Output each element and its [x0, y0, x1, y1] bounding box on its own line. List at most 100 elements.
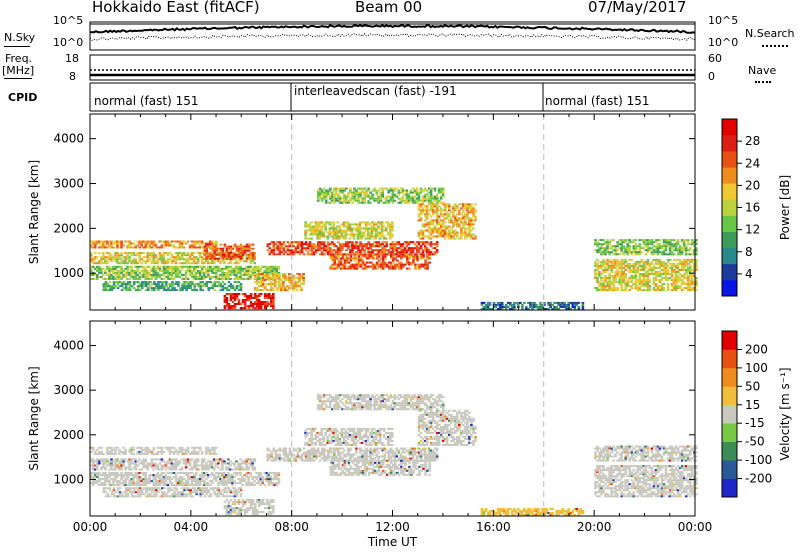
power-cell — [682, 273, 686, 275]
velocity-cell — [120, 468, 123, 471]
power-cell — [626, 245, 629, 248]
power-cell — [368, 231, 372, 234]
power-cell — [389, 235, 392, 238]
power-cell — [341, 267, 345, 270]
power-cell — [454, 207, 457, 210]
power-cell — [217, 253, 221, 256]
power-cell — [666, 243, 670, 246]
power-cell — [140, 240, 143, 243]
power-cell — [614, 281, 617, 284]
power-cell — [339, 243, 342, 246]
power-cell — [378, 231, 382, 234]
velocity-cell — [184, 450, 188, 453]
power-cell — [377, 255, 381, 258]
power-cell — [441, 223, 445, 226]
power-cell — [304, 225, 307, 228]
velocity-cell — [247, 458, 250, 461]
velocity-cell — [118, 468, 121, 471]
power-cell — [255, 281, 259, 284]
velocity-cell — [211, 482, 214, 485]
power-cell — [602, 243, 605, 246]
power-cell — [640, 251, 644, 254]
power-cell — [336, 233, 340, 236]
power-cell — [419, 199, 423, 202]
velocity-cell — [110, 462, 113, 465]
power-cell — [380, 233, 384, 236]
power-cell — [646, 247, 650, 250]
power-cell — [686, 262, 690, 265]
power-cell — [458, 237, 461, 240]
velocity-cell — [166, 448, 170, 451]
power-cell — [261, 277, 265, 279]
power-cell — [399, 253, 403, 256]
power-cell — [213, 275, 216, 278]
power-cell — [171, 283, 174, 286]
power-cell — [247, 297, 251, 299]
power-cell — [660, 264, 664, 267]
power-ytick-label: 1000 — [53, 266, 84, 280]
power-cell — [229, 265, 232, 268]
power-cell — [474, 211, 477, 214]
power-cell — [646, 281, 650, 284]
power-cell — [628, 258, 631, 261]
power-cell — [182, 262, 186, 265]
velocity-cell — [110, 464, 113, 467]
power-cell — [276, 275, 279, 277]
power-cell — [337, 263, 341, 266]
power-cell — [296, 245, 300, 248]
velocity-cell — [223, 460, 226, 463]
power-cell — [335, 187, 338, 190]
power-cell — [691, 277, 694, 279]
power-cell — [403, 199, 407, 202]
power-cell — [136, 269, 139, 272]
power-cell — [608, 266, 611, 269]
velocity-cell — [156, 446, 160, 449]
power-cell — [365, 253, 369, 256]
power-cell — [626, 266, 629, 269]
power-cell — [351, 191, 354, 194]
power-cell — [407, 241, 411, 244]
velocity-cell — [235, 482, 238, 485]
power-cell — [175, 283, 178, 286]
power-cell — [416, 255, 419, 258]
power-cell — [691, 260, 694, 263]
power-cell — [535, 303, 538, 306]
power-cell — [553, 306, 556, 308]
power-cell — [344, 233, 348, 236]
power-cell — [209, 281, 213, 284]
power-cell — [672, 289, 676, 292]
power-cell — [626, 247, 629, 250]
power-cell — [381, 191, 384, 194]
power-cell — [427, 201, 431, 204]
power-cell — [431, 221, 435, 224]
power-cell — [211, 242, 214, 245]
power-cell — [284, 273, 287, 275]
velocity-cell — [128, 466, 131, 469]
power-cell — [154, 246, 158, 249]
power-cell — [622, 239, 625, 242]
power-cell — [448, 203, 451, 206]
power-cell — [337, 255, 341, 258]
power-cell — [598, 289, 601, 292]
power-cell — [136, 244, 139, 247]
power-cell — [339, 247, 342, 250]
power-cell — [368, 233, 372, 236]
power-cell — [421, 251, 425, 254]
power-cell — [251, 253, 255, 256]
power-cell — [211, 283, 215, 286]
power-cell — [292, 245, 296, 248]
power-cell — [308, 233, 311, 236]
power-cell — [298, 249, 302, 252]
power-cell — [670, 245, 674, 248]
velocity-cell — [253, 458, 256, 461]
power-cell — [247, 295, 251, 297]
power-band-1 — [90, 252, 256, 265]
power-cell — [270, 249, 274, 252]
power-cell — [600, 285, 603, 288]
power-cell — [345, 261, 349, 264]
power-cell — [600, 253, 603, 256]
power-cell — [178, 262, 182, 265]
power-cell — [229, 262, 232, 265]
power-cell — [385, 197, 388, 200]
power-cell — [239, 277, 242, 280]
